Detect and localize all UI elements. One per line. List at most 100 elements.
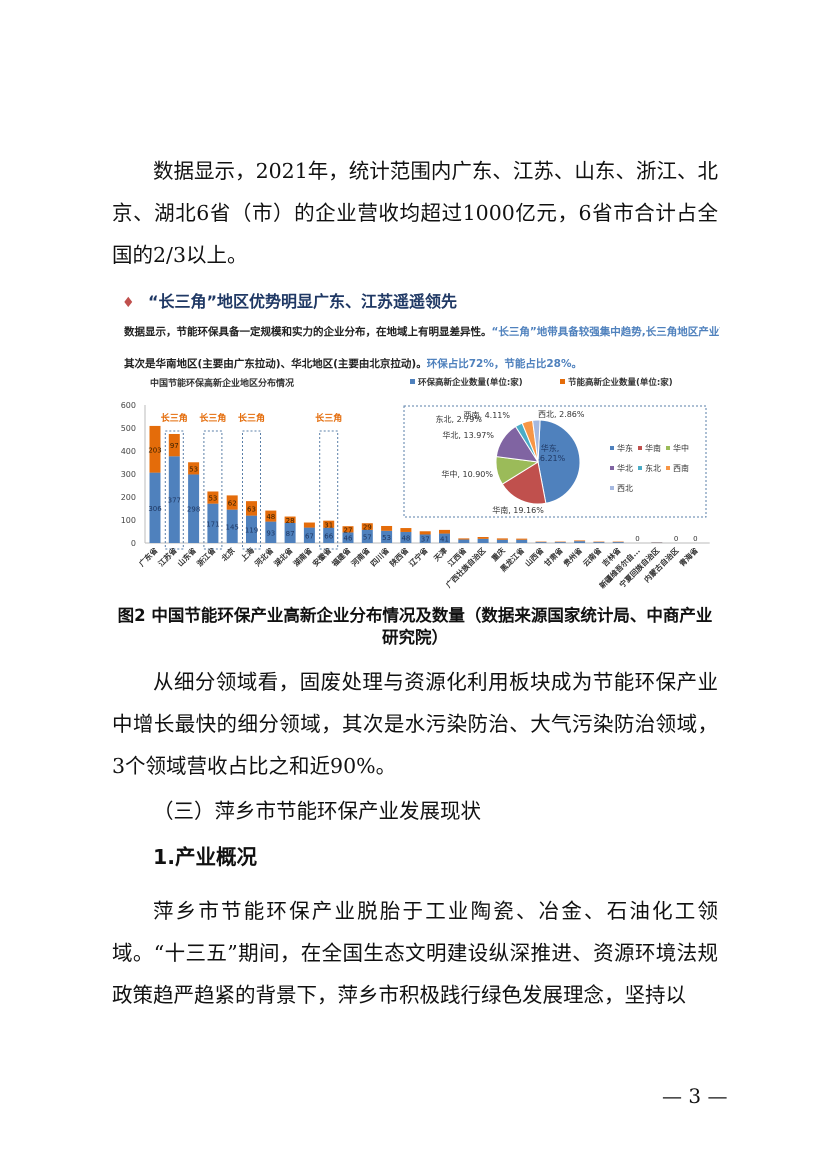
pie-slice bbox=[501, 461, 547, 505]
desc: 其次是华南地区(主要由广东拉动)、华北地区(主要由北京拉动)。 bbox=[124, 357, 427, 370]
bar-jieneng bbox=[284, 516, 296, 523]
bar-huanbao bbox=[554, 542, 566, 543]
data-label: 31 bbox=[324, 521, 333, 529]
x-tick-label: 甘肃省 bbox=[542, 545, 565, 568]
data-label: 27 bbox=[344, 526, 353, 534]
data-label: 53 bbox=[208, 495, 217, 503]
pie-label: 46.21% bbox=[535, 454, 566, 463]
figure-chart: ♦ “长三角”地区优势明显广东、江苏遥遥领先 数据显示，节能环保具备一定规模和实… bbox=[121, 292, 720, 590]
paragraph: 数据显示，2021年，统计范围内广东、江苏、山东、浙江、北京、湖北6省（市）的企… bbox=[112, 159, 718, 267]
bar-jieneng bbox=[207, 491, 219, 504]
bar-huanbao bbox=[265, 521, 277, 543]
data-label: 93 bbox=[266, 529, 275, 537]
data-label: 53 bbox=[189, 465, 198, 473]
bar-huanbao bbox=[303, 527, 315, 543]
x-tick-label: 河南省 bbox=[349, 545, 372, 568]
data-label: 48 bbox=[401, 534, 410, 542]
data-label: 145 bbox=[226, 523, 239, 531]
pie-label: 东北, 2.79% bbox=[436, 414, 483, 424]
paragraph: 从细分领域看，固废处理与资源化利用板块成为节能环保产业中增长最快的细分领域，其次… bbox=[112, 670, 718, 778]
bar-huanbao bbox=[207, 503, 219, 543]
data-label: 63 bbox=[247, 505, 256, 513]
x-tick-label: 北京 bbox=[219, 545, 237, 563]
bar-huanbao bbox=[574, 541, 586, 543]
data-label: 28 bbox=[286, 517, 295, 525]
pie-legend-swatch bbox=[666, 466, 670, 470]
y-tick-label: 600 bbox=[121, 401, 136, 410]
bar-huanbao bbox=[168, 456, 180, 543]
pie-slice bbox=[537, 419, 581, 504]
bar-huanbao bbox=[400, 531, 412, 543]
bar-jieneng bbox=[516, 538, 528, 540]
bar-huanbao bbox=[516, 539, 528, 543]
bar-huanbao bbox=[361, 529, 373, 543]
y-tick-label: 300 bbox=[121, 470, 136, 479]
x-tick-label: 广东省 bbox=[136, 545, 159, 568]
bar-jieneng bbox=[439, 529, 450, 534]
pie-label: 华中, 10.90% bbox=[441, 469, 493, 479]
y-tick-label: 100 bbox=[121, 516, 136, 525]
pie-legend-swatch bbox=[610, 446, 614, 450]
data-label: 306 bbox=[148, 505, 162, 513]
bar-jieneng bbox=[323, 520, 335, 528]
x-tick-label: 四川省 bbox=[368, 545, 391, 568]
x-tick-label: 湖北省 bbox=[272, 545, 295, 568]
x-tick-label: 安徽省 bbox=[310, 545, 333, 568]
bar-jieneng bbox=[226, 495, 238, 510]
pie-legend-label: 华北 bbox=[617, 463, 633, 473]
x-tick-label: 辽宁省 bbox=[407, 545, 430, 568]
bar-jieneng bbox=[149, 425, 161, 473]
bar-huanbao bbox=[284, 522, 296, 543]
figure-caption: 图2 中国节能环保产业高新企业分布情况及数量（数据来源国家统计局、中商产业研究院… bbox=[117, 606, 713, 647]
desc: 环保占比72%，节能占比28%。 bbox=[427, 357, 582, 370]
subsection-heading: 1.产业概况 bbox=[153, 845, 258, 869]
bar-jieneng bbox=[265, 510, 277, 522]
bar-jieneng bbox=[303, 522, 315, 528]
highlight-label: 长三角 bbox=[199, 412, 226, 424]
data-label: 97 bbox=[170, 442, 179, 450]
bar-huanbao bbox=[535, 542, 547, 543]
bar-huanbao bbox=[419, 534, 431, 543]
pie-legend-swatch bbox=[610, 466, 614, 470]
x-tick-label: 青海省 bbox=[677, 545, 700, 568]
pie-legend-label: 西南 bbox=[673, 463, 689, 473]
bar-huanbao bbox=[612, 542, 624, 543]
bar-jieneng bbox=[496, 538, 508, 540]
data-label: 37 bbox=[421, 536, 430, 544]
pie-legend-swatch bbox=[638, 446, 642, 450]
pie-label: 华北, 13.97% bbox=[442, 430, 494, 440]
bar-jieneng bbox=[342, 526, 354, 533]
x-tick-label: 山东省 bbox=[175, 545, 198, 568]
chart-title: 中国节能环保高新企业地区分布情况 bbox=[150, 377, 294, 389]
bar-jieneng bbox=[477, 537, 489, 539]
bar-huanbao bbox=[188, 474, 200, 543]
pie-legend-swatch bbox=[666, 446, 670, 450]
legend-swatch bbox=[410, 379, 415, 384]
x-tick-label: 河北省 bbox=[252, 545, 275, 568]
pie-label: 西南, 4.11% bbox=[464, 410, 511, 420]
bar-huanbao bbox=[149, 472, 161, 543]
bar-huanbao bbox=[593, 542, 605, 543]
bar-jieneng bbox=[574, 540, 586, 542]
pie-legend-label: 东北 bbox=[645, 463, 661, 473]
pie-legend-swatch bbox=[610, 486, 614, 490]
data-label: 62 bbox=[228, 500, 237, 508]
y-tick-label: 0 bbox=[131, 539, 136, 548]
data-label: 66 bbox=[324, 532, 333, 540]
bar-jieneng bbox=[246, 501, 257, 516]
data-label: 57 bbox=[363, 533, 372, 541]
bar-jieneng bbox=[400, 528, 412, 532]
x-tick-label: 陕西省 bbox=[387, 545, 410, 568]
bar-jieneng bbox=[188, 462, 200, 475]
data-label: 41 bbox=[440, 535, 449, 543]
figure-header: ♦ “长三角”地区优势明显广东、江苏遥遥领先 bbox=[122, 292, 457, 311]
data-label: 0 bbox=[635, 535, 639, 543]
highlight-box bbox=[164, 430, 184, 550]
x-tick-label: 云南省 bbox=[580, 545, 603, 568]
bar-huanbao bbox=[226, 509, 238, 543]
data-label: 0 bbox=[693, 535, 697, 543]
highlight-box bbox=[203, 430, 223, 550]
x-tick-label: 浙江省 bbox=[194, 545, 217, 568]
highlight-label: 长三角 bbox=[315, 412, 342, 424]
bullet-icon: ♦ bbox=[122, 295, 135, 311]
